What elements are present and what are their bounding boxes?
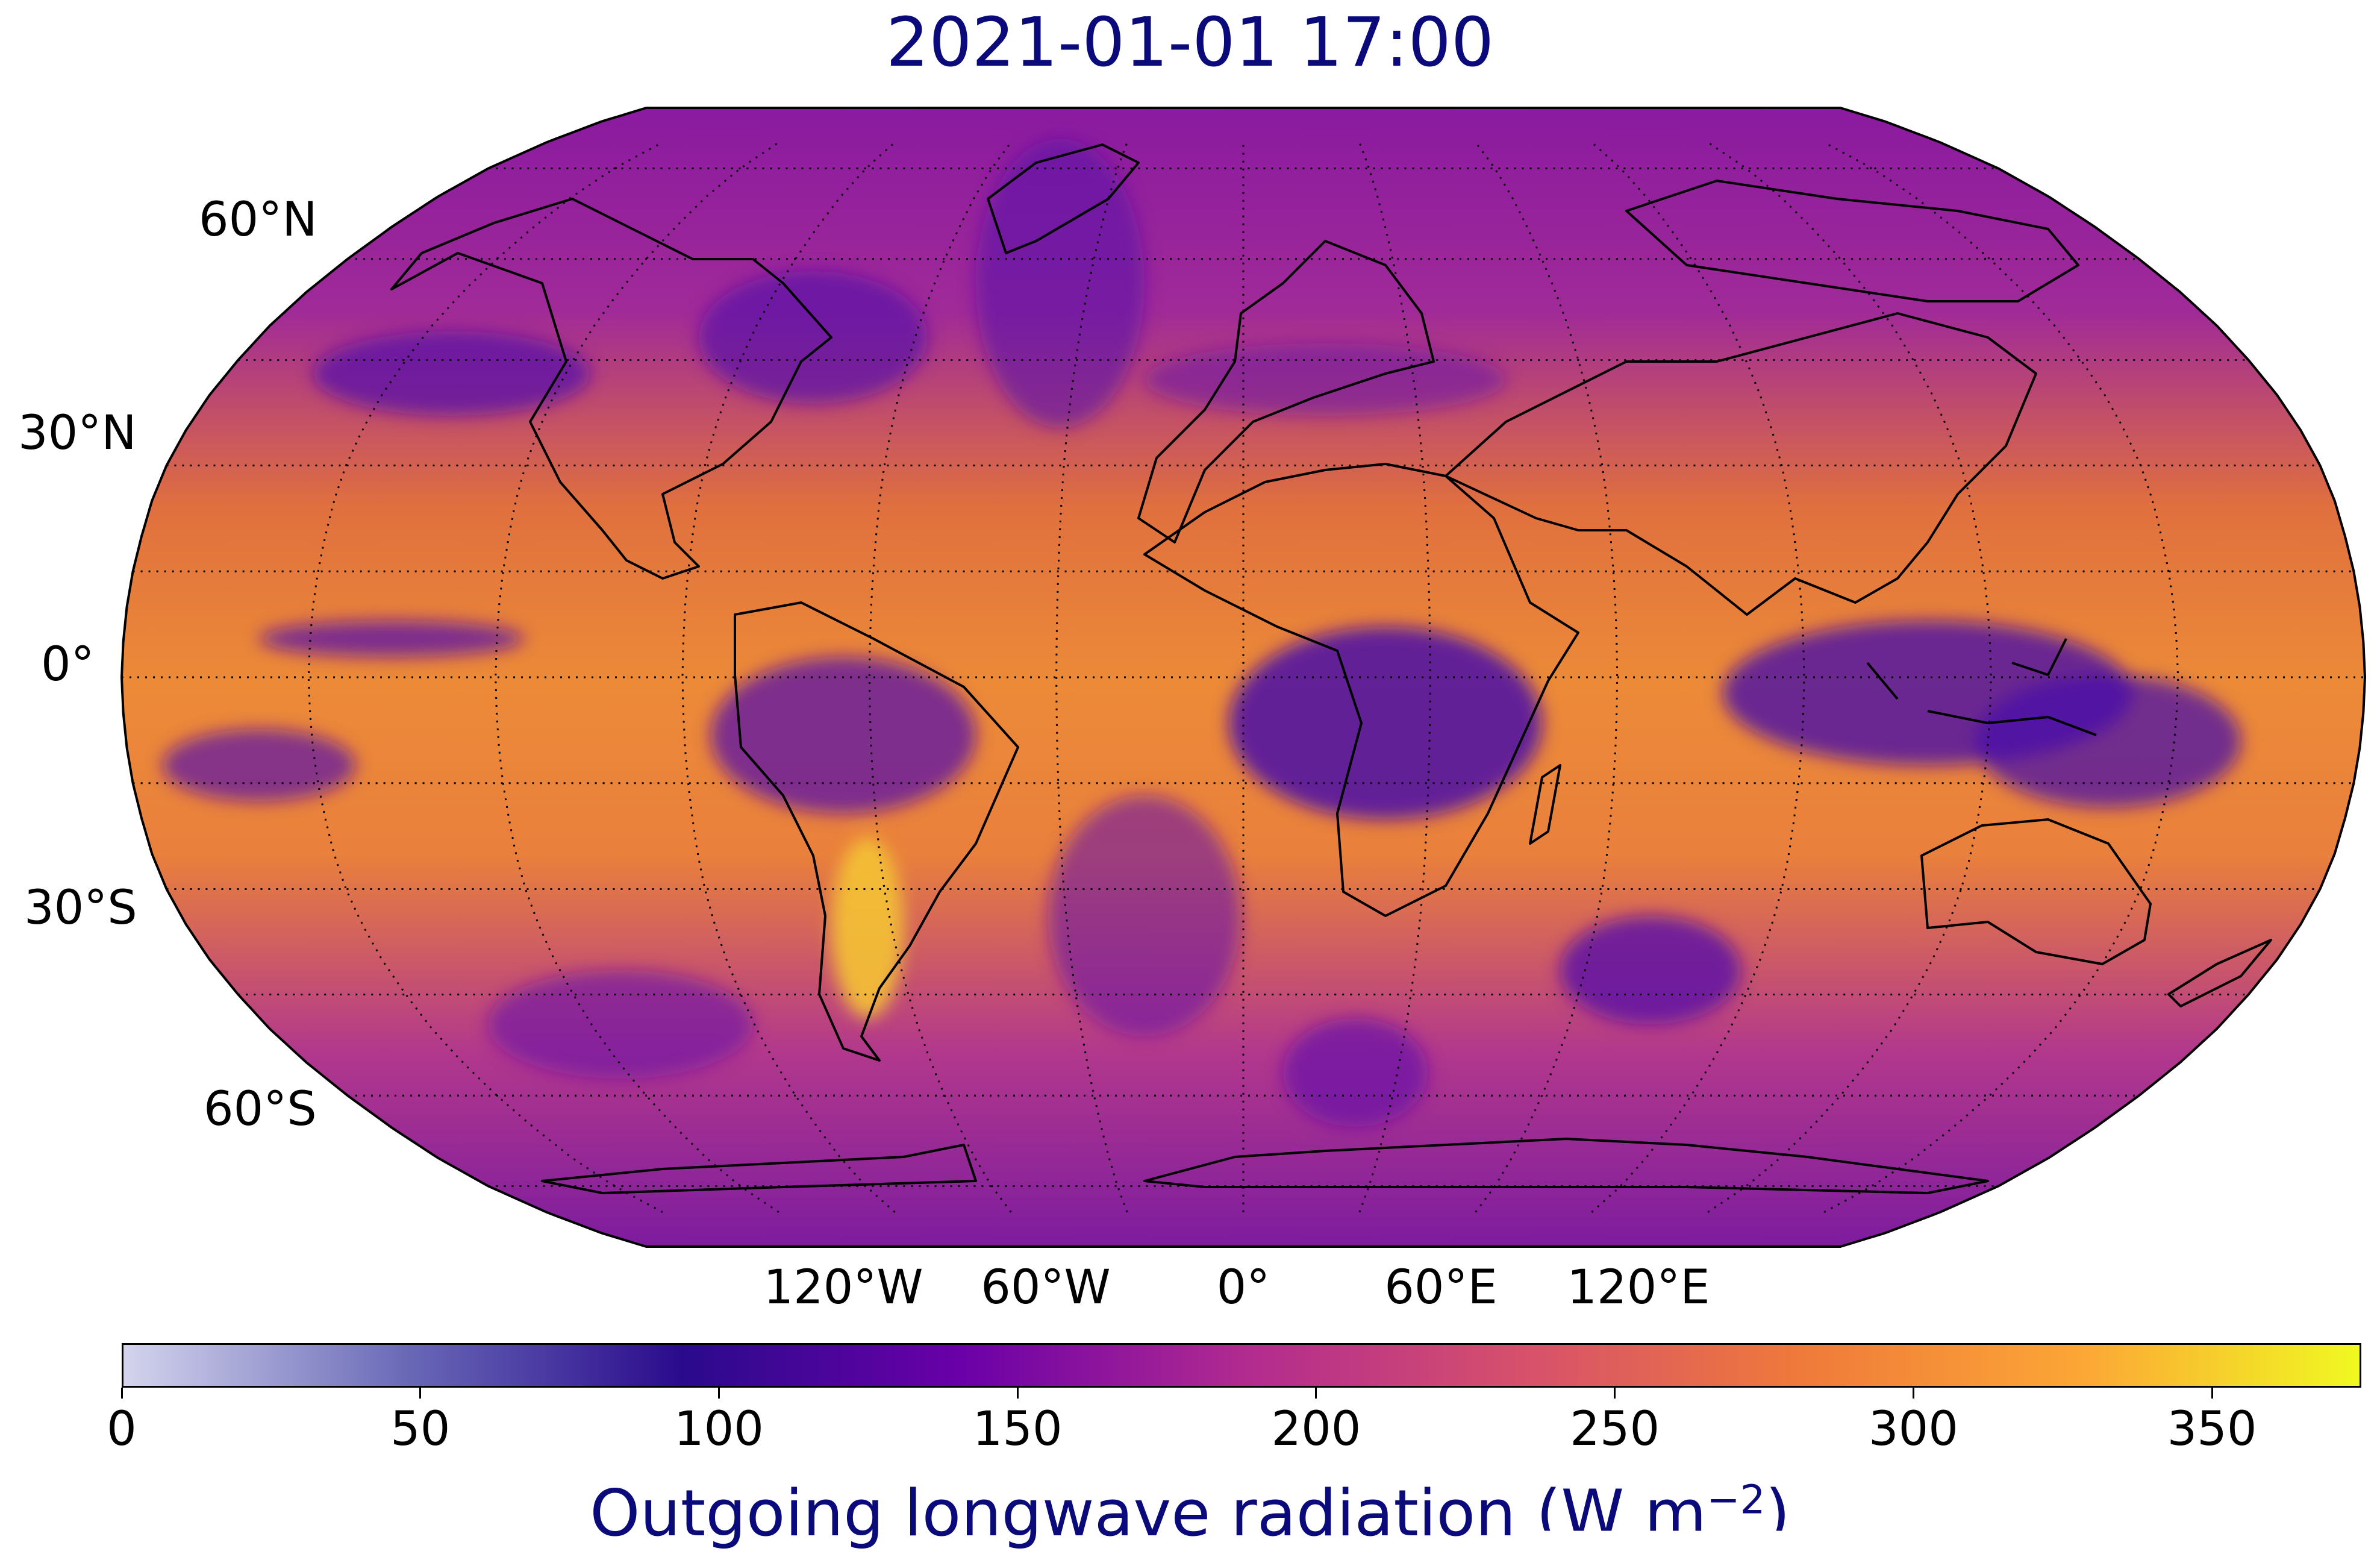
colorbar-tick — [1315, 1388, 1317, 1399]
lat-label-60s: 60°S — [204, 1082, 317, 1136]
colorbar-tick — [1614, 1388, 1616, 1399]
colorbar-tick — [121, 1388, 123, 1399]
colorbar-tick — [2211, 1388, 2213, 1399]
colorbar-tick — [1017, 1388, 1019, 1399]
colorbar-tick-label: 150 — [973, 1402, 1063, 1456]
colorbar-tick-label: 0 — [107, 1402, 137, 1456]
colorbar — [122, 1343, 2361, 1388]
lat-label-60n: 60°N — [199, 193, 317, 247]
lon-label-60e: 60°E — [1384, 1261, 1498, 1315]
colorbar-label-close: ) — [1766, 1476, 1790, 1550]
lat-label-30n: 30°N — [18, 406, 137, 460]
lon-label-0: 0° — [1217, 1261, 1270, 1315]
lon-label-120e: 120°E — [1567, 1261, 1710, 1315]
colorbar-tick-label: 200 — [1271, 1402, 1361, 1456]
colorbar-tick-label: 250 — [1570, 1402, 1660, 1456]
colorbar-label-text: Outgoing longwave radiation (W m — [590, 1476, 1707, 1550]
lat-label-30s: 30°S — [24, 881, 137, 935]
colorbar-tick-label: 300 — [1869, 1402, 1958, 1456]
colorbar-tick-label: 350 — [2167, 1402, 2257, 1456]
colorbar-label: Outgoing longwave radiation (W m−2) — [0, 1476, 2380, 1550]
lon-label-60w: 60°W — [981, 1261, 1110, 1315]
colorbar-tick-label: 50 — [390, 1402, 450, 1456]
colorbar-tick — [1913, 1388, 1914, 1399]
lat-label-equator: 0° — [41, 637, 95, 692]
lon-label-120w: 120°W — [763, 1261, 923, 1315]
colorbar-label-exponent: −2 — [1707, 1477, 1765, 1523]
colorbar-tick — [718, 1388, 720, 1399]
colorbar-tick-label: 100 — [674, 1402, 764, 1456]
colorbar-tick — [419, 1388, 421, 1399]
